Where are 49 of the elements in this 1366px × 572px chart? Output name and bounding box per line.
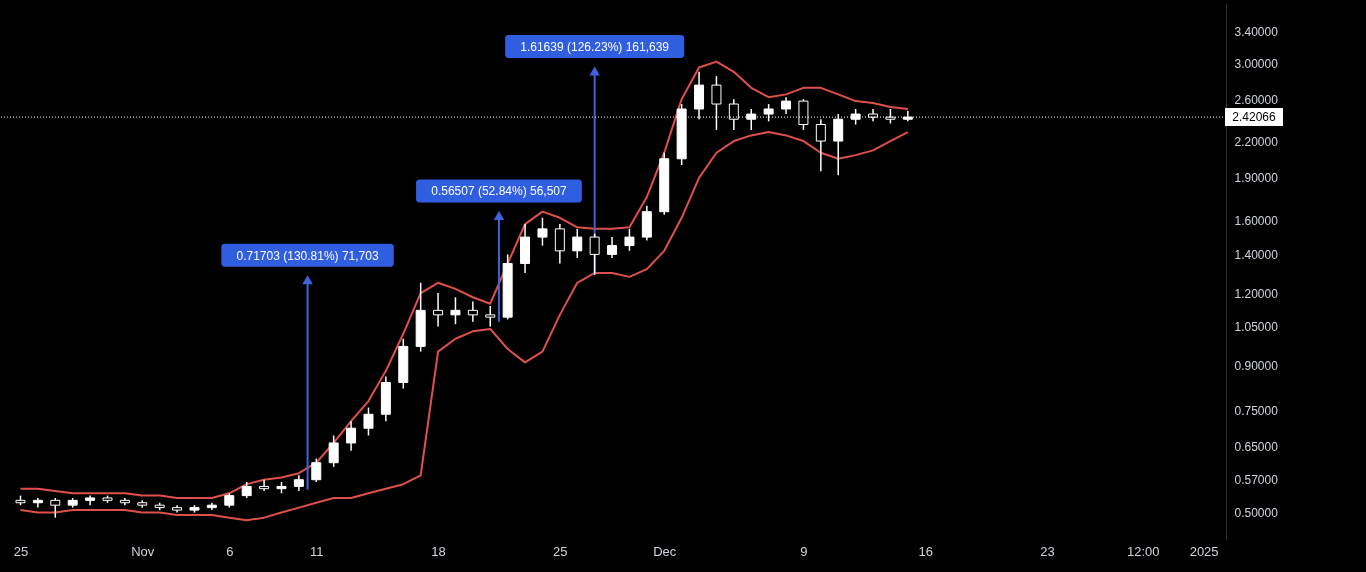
candlestick xyxy=(50,497,61,519)
y-tick-label: 2.60000 xyxy=(1234,92,1279,107)
x-tick-label: 11 xyxy=(310,543,324,559)
y-tick-label: 0.50000 xyxy=(1234,506,1279,521)
candlestick xyxy=(32,497,43,509)
candlestick xyxy=(554,223,565,265)
y-tick-label: 2.20000 xyxy=(1234,134,1279,149)
y-tick-label: 0.90000 xyxy=(1234,358,1279,373)
candlestick xyxy=(485,305,496,328)
candlestick xyxy=(311,457,322,483)
y-tick-label: 0.57000 xyxy=(1234,473,1279,488)
x-tick-label: 16 xyxy=(918,543,933,559)
candlestick xyxy=(363,406,374,437)
x-tick-label: 23 xyxy=(1040,543,1055,559)
y-tick-label: 1.90000 xyxy=(1234,171,1279,186)
x-tick-label: 2025 xyxy=(1189,543,1219,559)
candlestick xyxy=(328,434,339,468)
ref-line-label: 2.42066 xyxy=(1232,110,1277,125)
x-tick-label: 6 xyxy=(226,543,234,559)
y-tick-label: 0.75000 xyxy=(1234,404,1279,419)
x-tick-label: 12:00 xyxy=(1126,543,1160,559)
candlestick xyxy=(346,420,357,452)
candlestick xyxy=(537,217,548,247)
x-tick-label: 25 xyxy=(13,543,29,559)
y-tick-label: 1.20000 xyxy=(1234,286,1279,301)
x-tick-label: Nov xyxy=(131,543,155,559)
y-tick-label: 3.40000 xyxy=(1234,25,1279,40)
y-tick-label: 1.05000 xyxy=(1234,320,1279,335)
candlestick xyxy=(607,236,618,259)
annotation: 1.61639 (126.23%) 161,639 xyxy=(520,40,670,54)
annotation: 0.71703 (130.81%) 71,703 xyxy=(236,248,379,263)
candlestick xyxy=(589,233,600,276)
x-tick-label: 18 xyxy=(431,543,446,559)
candlestick xyxy=(467,300,478,323)
candlestick xyxy=(450,296,461,325)
line-series xyxy=(19,131,909,522)
line-series xyxy=(19,60,909,499)
candlestick xyxy=(572,228,583,259)
candlestick xyxy=(433,292,444,328)
y-tick-label: 1.60000 xyxy=(1234,214,1279,229)
candlestick xyxy=(624,228,635,252)
y-tick-label: 1.40000 xyxy=(1234,247,1279,262)
x-tick-label: 9 xyxy=(800,543,808,559)
x-tick-label: Dec xyxy=(653,543,677,559)
y-tick-label: 3.00000 xyxy=(1234,56,1279,71)
annotation: 0.56507 (52.84%) 56,507 xyxy=(431,184,567,199)
y-tick-label: 0.65000 xyxy=(1234,440,1279,455)
candlestick xyxy=(259,478,270,492)
x-tick-label: 25 xyxy=(553,543,568,559)
